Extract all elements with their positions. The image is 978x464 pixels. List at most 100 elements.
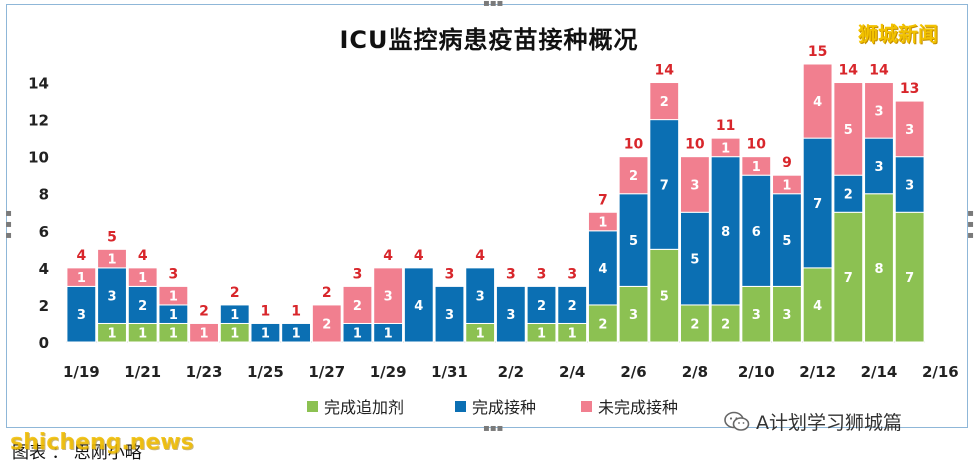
- bar-total-label-2/5: 7: [598, 192, 608, 208]
- x-tick-label-1/23: 1/23: [186, 363, 223, 381]
- bar-value-label-1/20-s0: 1: [107, 327, 116, 342]
- x-tick-label-1/31: 1/31: [431, 363, 468, 381]
- bar-value-label-1/21-s2: 1: [138, 271, 147, 286]
- bar-segment-2/11-s0: [772, 285, 802, 343]
- bar-value-label-1/30-s1: 4: [414, 299, 423, 314]
- bar-segment-1/30-s1: [403, 267, 434, 343]
- bar-value-label-2/13-s0: 7: [844, 271, 853, 286]
- bar-segment-2/7-s2: [649, 82, 680, 121]
- bar-value-label-2/8-s0: 2: [690, 317, 699, 332]
- bar-segment-1/21-s1: [127, 285, 158, 324]
- left-resize-handle[interactable]: ▪▪▪: [3, 208, 14, 241]
- bar-segment-2/15-s2: [894, 100, 925, 158]
- bar-value-label-2/2-s1: 3: [506, 308, 515, 323]
- bar-total-label-1/25: 1: [261, 303, 271, 319]
- bar-value-label-2/6-s1: 5: [629, 234, 638, 249]
- bar-segment-2/8-s1: [679, 211, 710, 306]
- wechat-account-name: A计划学习狮城篇: [756, 412, 902, 434]
- bar-segment-2/14-s1: [864, 137, 894, 195]
- bar-total-label-2/3: 3: [537, 266, 547, 282]
- bar-total-label-2/9: 11: [716, 118, 735, 134]
- x-tick-label-2/12: 2/12: [799, 363, 836, 381]
- bar-value-label-2/10-s0: 3: [752, 308, 761, 323]
- bar-total-label-2/6: 10: [624, 137, 644, 153]
- bar-value-label-2/11-s2: 1: [782, 178, 791, 193]
- bar-value-label-2/8-s2: 3: [690, 178, 699, 193]
- bar-value-label-1/20-s1: 3: [107, 290, 116, 305]
- bar-value-label-2/9-s2: 1: [721, 141, 730, 156]
- bar-segment-1/19-s1: [66, 285, 97, 343]
- bar-segment-1/31-s1: [434, 285, 465, 343]
- x-tick-label-1/27: 1/27: [308, 363, 345, 381]
- bar-total-label-2/11: 9: [782, 155, 792, 171]
- bar-segment-1/22-s2: [158, 285, 189, 306]
- bar-segment-2/5-s0: [587, 304, 618, 343]
- bar-total-label-1/26: 1: [291, 303, 301, 319]
- y-tick-label-14: 14: [28, 75, 49, 93]
- right-resize-handle[interactable]: ▪▪▪: [965, 208, 976, 241]
- bar-value-label-2/3-s0: 1: [537, 327, 546, 342]
- legend-label-unvaccinated: 未完成接种: [598, 398, 679, 417]
- bar-value-label-2/6-s2: 2: [629, 169, 638, 184]
- bar-segment-2/10-s1: [741, 174, 772, 287]
- bar-value-label-1/24-s1: 1: [230, 308, 239, 323]
- bar-total-label-2/4: 3: [567, 266, 577, 282]
- bar-value-label-2/4-s1: 2: [568, 299, 577, 314]
- bar-segment-2/6-s0: [618, 285, 649, 343]
- bar-total-label-1/27: 2: [322, 285, 332, 301]
- legend-swatch-unvaccinated: [581, 400, 592, 412]
- bar-value-label-2/9-s0: 2: [721, 317, 730, 332]
- bar-segment-2/15-s1: [894, 156, 925, 213]
- bar-value-label-1/25-s1: 1: [261, 327, 270, 342]
- bar-value-label-1/28-s1: 1: [353, 327, 362, 342]
- bar-value-label-2/8-s1: 5: [690, 253, 699, 268]
- bar-total-label-1/28: 3: [353, 266, 363, 282]
- bar-total-label-2/10: 10: [747, 137, 767, 153]
- bar-value-label-2/10-s1: 6: [752, 225, 761, 240]
- bar-segment-1/26-s1: [281, 322, 312, 343]
- x-tick-label-1/21: 1/21: [124, 363, 161, 381]
- x-tick-label-2/4: 2/4: [559, 363, 585, 381]
- bar-segment-2/7-s0: [649, 248, 680, 343]
- bar-value-label-2/12-s2: 4: [813, 95, 822, 110]
- bar-segment-1/27-s2: [311, 304, 342, 343]
- x-tick-label-1/25: 1/25: [247, 363, 284, 381]
- x-tick-label-2/2: 2/2: [498, 363, 524, 381]
- bar-value-label-2/13-s2: 5: [844, 123, 853, 138]
- bar-value-label-1/26-s1: 1: [292, 327, 301, 342]
- bar-value-label-2/5-s2: 1: [598, 216, 607, 231]
- bar-segment-1/20-s2: [97, 248, 127, 269]
- y-tick-label-12: 12: [28, 112, 49, 130]
- bar-value-label-2/3-s1: 2: [537, 299, 546, 314]
- bar-segment-2/11-s2: [772, 174, 802, 195]
- bar-segment-2/12-s2: [802, 63, 833, 139]
- bar-segment-2/3-s1: [526, 285, 557, 324]
- bar-total-label-2/7: 14: [654, 63, 674, 79]
- bar-value-label-2/5-s1: 4: [598, 262, 607, 277]
- bar-value-label-2/5-s0: 2: [598, 317, 607, 332]
- bar-segment-1/25-s1: [250, 322, 281, 343]
- x-tick-label-1/19: 1/19: [63, 363, 100, 381]
- bar-segment-2/4-s1: [557, 285, 588, 324]
- legend-item-fully: 完成接种: [455, 394, 536, 418]
- bar-value-label-2/14-s0: 8: [874, 262, 883, 277]
- x-tick-label-2/10: 2/10: [738, 363, 775, 381]
- chart-title: ICU监控病患疫苗接种概况: [339, 26, 639, 54]
- bar-value-label-2/11-s1: 5: [782, 234, 791, 249]
- bar-value-label-2/13-s1: 2: [844, 188, 853, 203]
- y-tick-label-0: 0: [39, 334, 49, 352]
- bar-segment-2/11-s1: [772, 193, 802, 287]
- bar-segment-2/6-s2: [618, 156, 649, 195]
- chart-source: 图表 ： 思刚小略: [12, 443, 142, 463]
- bar-value-label-1/24-s0: 1: [230, 327, 239, 342]
- bar-value-label-2/6-s0: 3: [629, 308, 638, 323]
- bar-value-label-2/15-s0: 7: [905, 271, 914, 286]
- bottom-resize-handle[interactable]: ▪▪▪: [483, 423, 504, 434]
- bar-segment-2/9-s2: [710, 137, 741, 158]
- bar-segment-1/19-s2: [66, 267, 97, 287]
- bar-value-label-1/20-s2: 1: [107, 253, 116, 268]
- site-watermark-top: 狮城新闻: [858, 22, 938, 46]
- bar-segment-1/21-s2: [127, 267, 158, 287]
- top-resize-handle[interactable]: ▪▪▪: [483, 0, 504, 9]
